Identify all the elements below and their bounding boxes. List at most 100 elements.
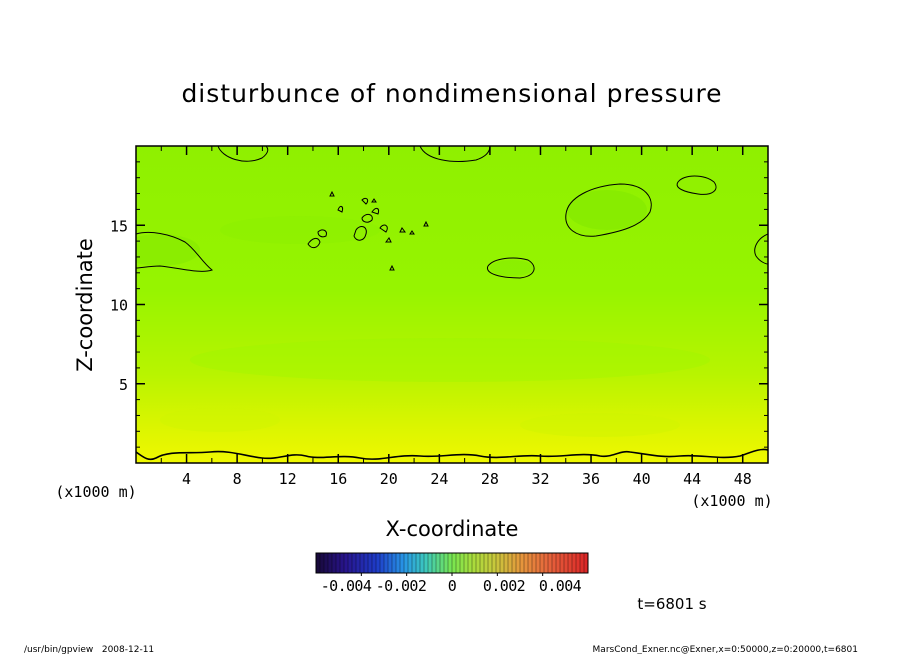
contour-speckle [307,190,429,271]
colorbar-cell [484,553,489,573]
contour-top-mid [419,146,491,162]
x-tick-label: 20 [380,470,398,488]
colorbar-cell [508,553,513,573]
colorbar-cell [580,553,585,573]
colorbar-cell [532,553,537,573]
colorbar-cell [344,553,349,573]
colorbar-cell [492,553,497,573]
colorbar-cell [428,553,433,573]
plot-area [136,146,768,463]
colorbar-cell [400,553,405,573]
x-tick-label: 12 [279,470,297,488]
footer-left: /usr/bin/gpview 2008-12-11 [24,645,154,654]
colorbar-cell [316,553,321,573]
colorbar-cell [332,553,337,573]
y-tick-label: 10 [110,297,128,315]
x-tick-label: 32 [531,470,549,488]
colorbar-cell [448,553,453,573]
colorbar-cell [392,553,397,573]
colorbar-cell [480,553,485,573]
colorbar-cell [528,553,533,573]
x-tick-label: 40 [633,470,651,488]
contour-left-blob [136,231,214,272]
colorbar-cell [340,553,345,573]
colorbar-cell [472,553,477,573]
colorbar-cell [396,553,401,573]
colorbar-cell [468,553,473,573]
time-label: t=6801 s [637,595,706,613]
field-background [136,146,768,463]
colorbar-cell [584,553,589,573]
colorbar-cell [380,553,385,573]
x-tick-label: 16 [329,470,347,488]
colorbar-cell [564,553,569,573]
colorbar-ticks: -0.004 -0.002 0 0.002 0.004 [321,573,582,595]
colorbar-cell [568,553,573,573]
colorbar-cell [328,553,333,573]
colorbar-tick-label: 0 [448,577,457,595]
field-patch [567,190,647,230]
field-patch [190,338,710,382]
x-tick-label: 4 [182,470,191,488]
colorbar-cell [504,553,509,573]
y-tick-label: 15 [110,217,128,235]
colorbar-cell [376,553,381,573]
colorbar-cell [352,553,357,573]
colorbar-cell [520,553,525,573]
colorbar-cell [576,553,581,573]
contour-right-blob [565,183,652,237]
x-axis-ticks: 4 8 12 16 20 24 28 32 36 40 44 48 [160,146,752,488]
colorbar-cell [356,553,361,573]
contour-bottom [136,448,768,461]
x-unit-left: (x1000 m) [55,483,136,501]
colorbar-tick-label: -0.002 [376,577,427,595]
colorbar-cell [412,553,417,573]
colorbar: -0.004 -0.002 0 0.002 0.004 [315,552,589,595]
colorbar-cell [560,553,565,573]
y-axis-label: Z-coordinate [73,238,97,372]
colorbar-cell [548,553,553,573]
colorbar-cell [500,553,505,573]
field-patch [520,413,680,437]
colorbar-cell [416,553,421,573]
chart-title: disturbunce of nondimensional pressure [181,79,722,108]
colorbar-stripes [315,553,589,573]
colorbar-cell [572,553,577,573]
contour-right-small [676,175,717,195]
colorbar-cell [436,553,441,573]
field-patch [136,234,200,266]
field-patch [160,408,280,432]
colorbar-cell [496,553,501,573]
colorbar-tick-label: 0.004 [539,577,582,595]
contour-top-left [217,146,269,162]
colorbar-cell [488,553,493,573]
x-tick-label: 8 [233,470,242,488]
colorbar-cell [512,553,517,573]
colorbar-cell [404,553,409,573]
contour-lines [136,146,768,461]
colorbar-cell [536,553,541,573]
colorbar-cell [556,553,561,573]
x-tick-label: 36 [582,470,600,488]
footer-right: MarsCond_Exner.nc@Exner,x=0:50000,z=0:20… [593,645,858,654]
colorbar-cell [348,553,353,573]
y-tick-label: 5 [119,376,128,394]
colorbar-cell [388,553,393,573]
colorbar-cell [544,553,549,573]
colorbar-cell [460,553,465,573]
x-tick-label: 48 [734,470,752,488]
colorbar-cell [464,553,469,573]
field-patch [490,260,534,276]
colorbar-cell [552,553,557,573]
contour-mid-blob [486,257,535,279]
field-patch [220,216,380,244]
colorbar-cell [452,553,457,573]
colorbar-cell [324,553,329,573]
colorbar-cell [540,553,545,573]
colorbar-cell [516,553,521,573]
colorbar-cell [384,553,389,573]
colorbar-cell [476,553,481,573]
colorbar-cell [424,553,429,573]
colorbar-cell [524,553,529,573]
